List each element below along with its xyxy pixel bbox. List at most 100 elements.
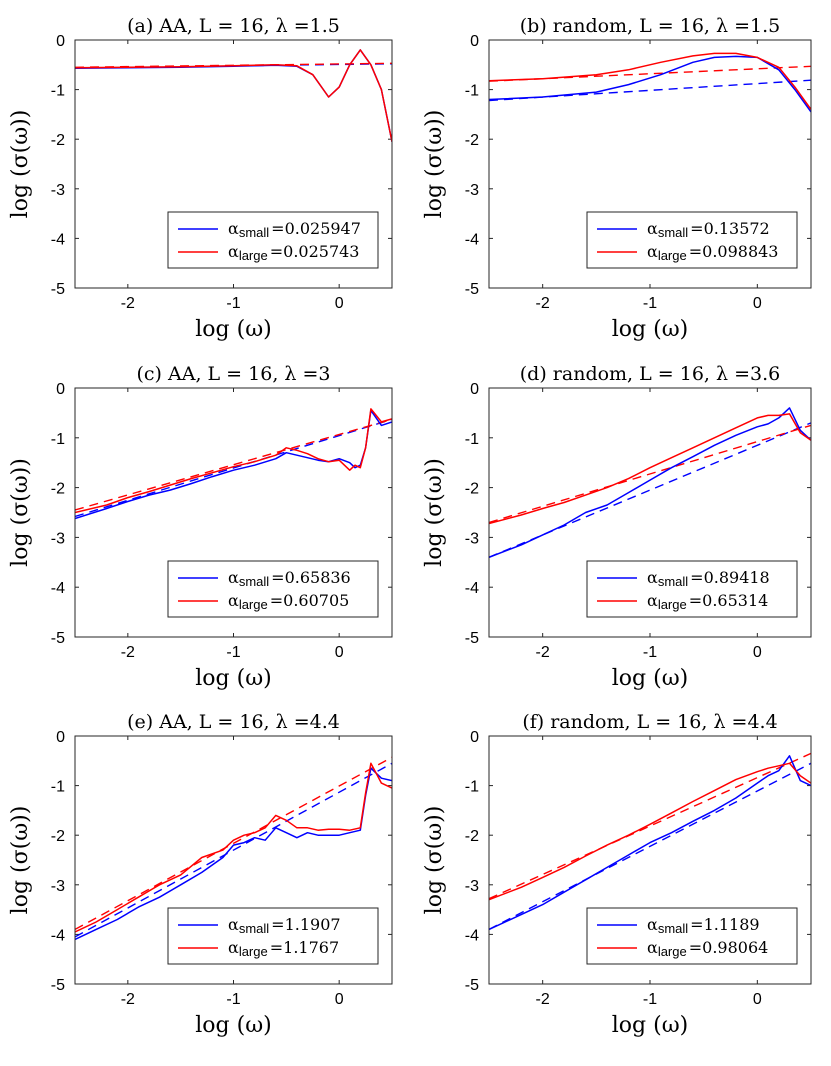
chart-panel-1: (a) AA, L = 16, λ =1.5 0 -1 -2 -3 -4 -5 -2 -1 0 lo… bbox=[8, 15, 393, 342]
legend-entry-large: αlarge =1.1767 bbox=[228, 938, 339, 959]
legend-symbol: α bbox=[228, 568, 239, 587]
x-axis-label: log (ω) bbox=[195, 666, 271, 691]
fit-line-red bbox=[489, 752, 811, 900]
chart-panel-3: (c) AA, L = 16, λ =3 0 -1 -2 -3 -4 -5 -2 -1 0 log … bbox=[8, 363, 393, 691]
y-tick-label: -4 bbox=[465, 231, 479, 248]
fit-line-red bbox=[75, 418, 392, 511]
axes-frame bbox=[488, 387, 812, 638]
x-tick-label: -2 bbox=[121, 644, 135, 661]
legend-symbol: α bbox=[647, 568, 658, 587]
legend-value: =1.1767 bbox=[270, 938, 339, 957]
y-tick-label: -1 bbox=[465, 779, 479, 796]
legend-entry-small: αsmall =0.65836 bbox=[228, 568, 351, 589]
y-tick-label: -3 bbox=[465, 182, 479, 199]
legend-subscript: large bbox=[239, 944, 268, 959]
series-line-large bbox=[489, 413, 811, 525]
legend-symbol: α bbox=[228, 242, 239, 261]
y-tick-label: -2 bbox=[51, 132, 65, 149]
x-tick-label: -1 bbox=[643, 644, 657, 661]
y-axis-label: log (σ(ω)) bbox=[422, 458, 447, 567]
x-axis-label: log (ω) bbox=[612, 1013, 688, 1038]
x-tick-label: 0 bbox=[753, 991, 762, 1008]
fit-line-blue bbox=[75, 762, 392, 938]
plot-area bbox=[75, 49, 392, 142]
x-tick-label: -1 bbox=[226, 644, 240, 661]
axes-frame bbox=[74, 39, 393, 289]
x-tick-label: 0 bbox=[753, 295, 762, 312]
legend-value: =0.65314 bbox=[689, 591, 769, 610]
legend-subscript: large bbox=[658, 248, 687, 263]
legend-symbol: α bbox=[228, 938, 239, 957]
x-tick-label: -2 bbox=[536, 295, 550, 312]
chart-title: (a) AA, L = 16, λ =1.5 bbox=[127, 15, 340, 37]
x-tick-label: 0 bbox=[753, 644, 762, 661]
legend-subscript: large bbox=[658, 597, 687, 612]
plot-area bbox=[489, 407, 811, 558]
y-axis-label: log (σ(ω)) bbox=[422, 110, 447, 219]
legend-subscript: large bbox=[658, 944, 687, 959]
legend-box bbox=[167, 211, 379, 269]
y-tick-label: -4 bbox=[51, 231, 65, 248]
series-line-small bbox=[489, 55, 811, 113]
y-tick-label: -3 bbox=[51, 878, 65, 895]
legend-subscript: large bbox=[239, 248, 268, 263]
legend-value: =0.025743 bbox=[270, 242, 360, 261]
legend-entry-small: αsmall =0.89418 bbox=[647, 568, 770, 589]
y-tick-label: -2 bbox=[465, 481, 479, 498]
y-tick-label: -2 bbox=[465, 132, 479, 149]
fit-line-red bbox=[489, 424, 811, 524]
legend-entry-small: αsmall =1.1907 bbox=[228, 915, 341, 936]
series-line-small bbox=[75, 49, 392, 142]
plot-area bbox=[489, 752, 811, 931]
axes-frame bbox=[488, 735, 812, 985]
y-axis-label: log (σ(ω)) bbox=[422, 806, 447, 915]
legend-entry-large: αlarge =0.025743 bbox=[228, 242, 359, 263]
chart-title: (d) random, L = 16, λ =3.6 bbox=[520, 363, 780, 385]
series-line-small bbox=[489, 407, 811, 558]
x-tick-label: -2 bbox=[536, 991, 550, 1008]
chart-title: (f) random, L = 16, λ =4.4 bbox=[522, 711, 777, 733]
chart-panel-5: (e) AA, L = 16, λ =4.4 0 -1 -2 -3 -4 -5 -2 -1 0 lo… bbox=[8, 711, 393, 1038]
y-tick-label: 0 bbox=[56, 33, 65, 50]
x-tick-label: 0 bbox=[335, 295, 344, 312]
x-tick-label: 0 bbox=[335, 644, 344, 661]
legend-entry-small: αsmall =1.1189 bbox=[647, 915, 760, 936]
series-line-large bbox=[75, 49, 392, 142]
legend-symbol: α bbox=[647, 915, 658, 934]
y-tick-label: -4 bbox=[51, 580, 65, 597]
legend-subscript: small bbox=[658, 574, 688, 589]
legend-subscript: small bbox=[658, 921, 688, 936]
axes-frame bbox=[488, 39, 812, 289]
x-axis-label: log (ω) bbox=[612, 317, 688, 342]
legend-value: =1.1907 bbox=[271, 915, 340, 934]
plot-area bbox=[75, 408, 392, 520]
series-line-large bbox=[75, 762, 392, 933]
x-tick-label: -2 bbox=[121, 991, 135, 1008]
plot-area bbox=[489, 52, 811, 113]
x-tick-label: -1 bbox=[643, 295, 657, 312]
y-tick-label: -5 bbox=[465, 977, 479, 994]
legend-value: =0.60705 bbox=[270, 591, 350, 610]
plot-area bbox=[75, 756, 392, 941]
y-tick-label: -4 bbox=[465, 580, 479, 597]
y-tick-label: -5 bbox=[51, 630, 65, 647]
legend-value: =0.098843 bbox=[689, 242, 779, 261]
legend-subscript: small bbox=[239, 921, 269, 936]
fit-line-red bbox=[75, 756, 392, 931]
x-tick-label: -1 bbox=[226, 295, 240, 312]
x-tick-label: -1 bbox=[226, 991, 240, 1008]
chart-title: (b) random, L = 16, λ =1.5 bbox=[520, 15, 780, 37]
y-tick-label: -5 bbox=[51, 281, 65, 298]
legend-symbol: α bbox=[228, 219, 239, 238]
y-axis-label: log (σ(ω)) bbox=[8, 458, 33, 567]
y-tick-label: -2 bbox=[51, 828, 65, 845]
y-tick-label: -3 bbox=[51, 530, 65, 547]
x-axis-label: log (ω) bbox=[612, 666, 688, 691]
y-tick-label: -4 bbox=[465, 927, 479, 944]
y-tick-label: -5 bbox=[465, 630, 479, 647]
